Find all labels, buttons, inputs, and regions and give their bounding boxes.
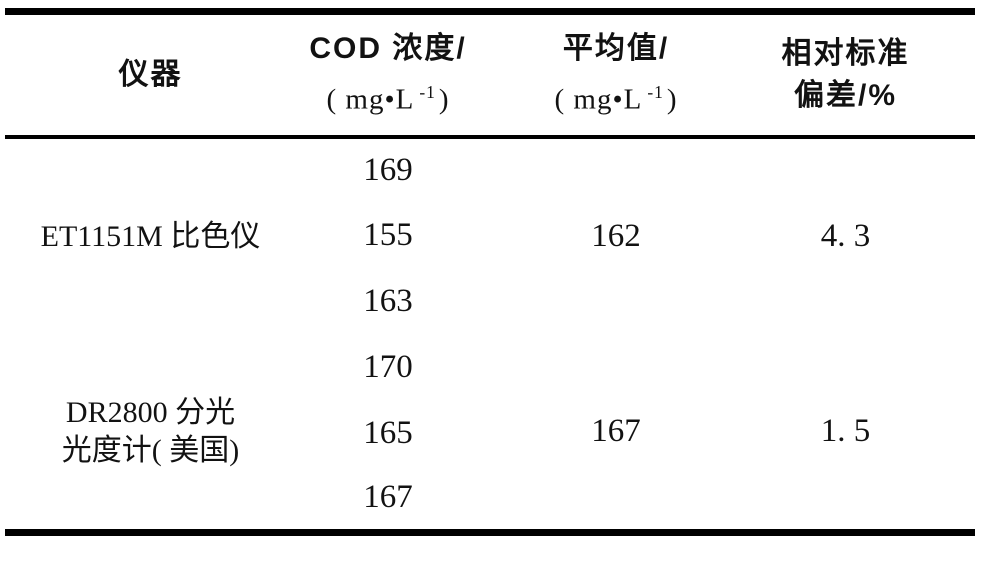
header-mean-line1: 平均值/ bbox=[562, 31, 670, 65]
instrument-name-line1: DR2800 分光 bbox=[65, 395, 236, 429]
table-row: DR2800 分光 光度计( 美国) 170 167 1. 5 bbox=[5, 335, 975, 467]
unit-post: ) bbox=[666, 83, 678, 116]
rsd-cell: 4. 3 bbox=[820, 218, 871, 254]
cod-value-cell: 155 bbox=[363, 217, 413, 253]
instrument-cell-dr2800: DR2800 分光 光度计( 美国) bbox=[5, 335, 296, 533]
header-mean: 平均值/ ( mg•L -1) bbox=[480, 12, 752, 137]
header-cod-unit: ( mg•L -1) bbox=[296, 70, 480, 122]
instrument-name-line1: ET1151M 比色仪 bbox=[40, 219, 261, 253]
unit-superscript: -1 bbox=[647, 81, 664, 102]
header-instrument-label: 仪器 bbox=[118, 57, 183, 91]
header-rsd-line1: 相对标准 bbox=[781, 36, 910, 70]
instrument-name-line2: 光度计( 美国) bbox=[61, 433, 240, 467]
unit-pre: ( mg•L bbox=[554, 83, 643, 116]
header-rsd: 相对标准 偏差/% bbox=[752, 12, 975, 137]
rsd-cell: 1. 5 bbox=[820, 413, 871, 450]
scanned-table-page: 仪器 COD 浓度/ ( mg•L -1) 平均值/ ( mg•L -1) 相对标准… bbox=[0, 8, 985, 573]
table-body: ET1151M 比色仪 169 162 4. 3 155 163 DR2800 … bbox=[5, 137, 975, 533]
unit-pre: ( mg•L bbox=[326, 83, 415, 116]
instrument-cell-et1151m: ET1151M 比色仪 bbox=[5, 137, 296, 335]
mean-cell: 162 bbox=[591, 218, 641, 254]
mean-cell: 167 bbox=[591, 413, 641, 450]
header-row: 仪器 COD 浓度/ ( mg•L -1) 平均值/ ( mg•L -1) 相对标准… bbox=[5, 12, 975, 137]
cod-value-cell: 163 bbox=[363, 283, 413, 319]
table-row: 155 bbox=[5, 203, 975, 269]
header-mean-unit: ( mg•L -1) bbox=[480, 70, 752, 122]
cod-value-cell: 169 bbox=[363, 152, 413, 188]
table-row: 165 bbox=[5, 401, 975, 467]
cod-value-cell: 170 bbox=[363, 349, 413, 385]
cod-value-cell: 167 bbox=[363, 479, 413, 516]
cod-value-cell: 165 bbox=[363, 415, 413, 451]
table-row: 167 bbox=[5, 467, 975, 533]
header-cod-line1: COD 浓度/ bbox=[309, 31, 467, 65]
cod-comparison-table: 仪器 COD 浓度/ ( mg•L -1) 平均值/ ( mg•L -1) 相对标准… bbox=[5, 8, 975, 536]
table-row: ET1151M 比色仪 169 162 4. 3 bbox=[5, 137, 975, 254]
table-header: 仪器 COD 浓度/ ( mg•L -1) 平均值/ ( mg•L -1) 相对标准… bbox=[5, 12, 975, 137]
header-rsd-line2: 偏差/% bbox=[793, 78, 897, 112]
unit-superscript: -1 bbox=[419, 81, 436, 102]
unit-post: ) bbox=[438, 83, 450, 116]
header-cod-concentration: COD 浓度/ ( mg•L -1) bbox=[296, 12, 480, 137]
table-row: 163 bbox=[5, 269, 975, 335]
header-instrument: 仪器 bbox=[5, 12, 296, 137]
